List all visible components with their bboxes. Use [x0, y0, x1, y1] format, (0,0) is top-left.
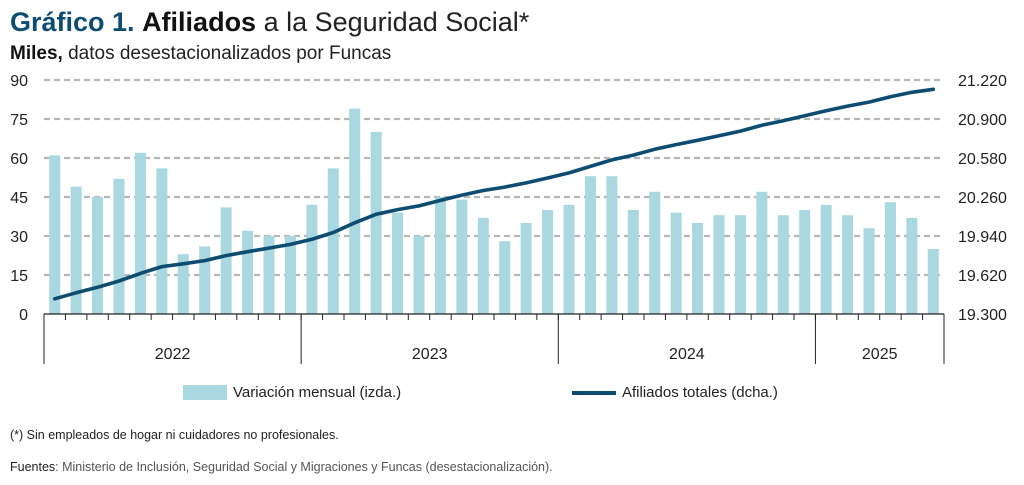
bar	[370, 132, 382, 314]
bar	[477, 217, 489, 314]
bar	[563, 204, 575, 314]
bar	[713, 215, 725, 314]
legend-bar-swatch	[183, 385, 227, 400]
bar	[456, 199, 468, 314]
bar	[756, 191, 768, 314]
right-tick-label: 20.580	[958, 151, 1007, 168]
chart-title-bold: Afiliados	[142, 7, 257, 37]
bar-series	[49, 108, 939, 314]
bar	[799, 210, 811, 314]
left-tick-label: 0	[19, 307, 28, 324]
bar	[327, 168, 339, 314]
bar	[906, 217, 918, 314]
left-tick-label: 90	[10, 73, 28, 90]
bar	[70, 186, 82, 314]
bar	[284, 236, 296, 314]
bar	[113, 178, 125, 314]
bar	[670, 212, 682, 314]
bar	[92, 197, 104, 314]
source-text: : Ministerio de Inclusión, Seguridad Soc…	[55, 460, 553, 474]
bar	[499, 241, 511, 314]
chart-subtitle-text: datos desestacionalizados por Funcas	[68, 43, 392, 64]
bar	[349, 108, 361, 314]
chart-title: Gráfico 1. Afiliados a la Seguridad Soci…	[10, 6, 529, 38]
bar	[242, 230, 254, 314]
chart-title-rest: a la Seguridad Social*	[263, 7, 530, 37]
chart-subtitle: Miles, datos desestacionalizados por Fun…	[10, 42, 391, 66]
axes: 0 19.300 15 19.620 30 19.940 45 20.260 60 20.580 7…	[10, 73, 1007, 364]
bar	[392, 212, 404, 314]
bar	[584, 176, 596, 314]
chart-subtitle-unit: Miles,	[10, 43, 63, 64]
footnote: (*) Sin empleados de hogar ni cuidadores…	[10, 428, 339, 442]
bar	[413, 236, 425, 314]
legend-line-label: Afiliados totales (dcha.)	[622, 384, 778, 401]
bar	[627, 210, 639, 314]
bar	[434, 197, 446, 314]
right-tick-label: 19.940	[958, 229, 1007, 246]
bar	[692, 223, 704, 314]
bar	[156, 168, 168, 314]
year-label: 2023	[412, 346, 448, 363]
bar	[863, 228, 875, 314]
bar	[884, 202, 896, 314]
bar	[842, 215, 854, 314]
source-note: Fuentes: Ministerio de Inclusión, Seguri…	[10, 460, 553, 474]
left-tick-label: 15	[10, 268, 28, 285]
bar	[777, 215, 789, 314]
bar	[177, 254, 189, 314]
year-label: 2022	[155, 346, 191, 363]
bar	[134, 152, 146, 314]
right-tick-label: 20.900	[958, 112, 1007, 129]
bar	[734, 215, 746, 314]
left-tick-label: 60	[10, 151, 28, 168]
bar	[927, 249, 939, 314]
bar	[649, 191, 661, 314]
bar	[820, 204, 832, 314]
line-series	[52, 87, 936, 301]
year-label: 2024	[669, 346, 705, 363]
left-tick-label: 75	[10, 112, 28, 129]
legend-bars-label: Variación mensual (izda.)	[233, 384, 402, 401]
bar	[520, 223, 532, 314]
right-tick-label: 19.300	[958, 307, 1007, 324]
bar	[199, 246, 211, 314]
year-label: 2025	[862, 346, 898, 363]
bar	[263, 236, 275, 314]
bar	[220, 207, 232, 314]
chart-legend: Variación mensual (izda.) Afiliados tota…	[0, 384, 1024, 406]
chart-title-number: Gráfico 1.	[10, 7, 135, 37]
bar	[49, 155, 61, 314]
bar	[542, 210, 554, 314]
right-tick-label: 20.260	[958, 190, 1007, 207]
legend-item-line: Afiliados totales (dcha.)	[572, 384, 778, 401]
legend-line-swatch	[572, 390, 616, 395]
chart-plot: 0 19.300 15 19.620 30 19.940 45 20.260 60 20.580 7…	[10, 73, 1007, 364]
left-tick-label: 30	[10, 229, 28, 246]
bar	[606, 176, 618, 314]
legend-item-bars: Variación mensual (izda.)	[183, 384, 401, 401]
right-tick-label: 21.220	[958, 73, 1007, 90]
right-tick-label: 19.620	[958, 268, 1007, 285]
total-affiliates-line	[52, 87, 936, 301]
left-tick-label: 45	[10, 190, 28, 207]
source-label: Fuentes	[10, 460, 56, 474]
bar	[306, 204, 318, 314]
grid-lines	[44, 78, 944, 277]
